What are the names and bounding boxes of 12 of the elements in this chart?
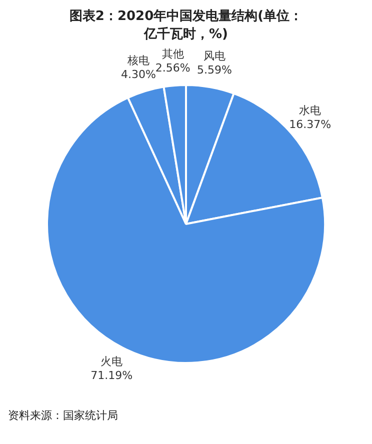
data-label: 71.19%: [90, 368, 133, 382]
data-label: 5.59%: [197, 63, 232, 76]
slice-label: 火电: [100, 354, 123, 368]
slice-label: 其他: [162, 47, 184, 60]
slice-label: 水电: [299, 104, 322, 118]
chart-title: 图表2：2020年中国发电量结构(单位：亿千瓦时，%): [68, 8, 304, 44]
data-label: 16.37%: [289, 118, 332, 132]
slice-label: 风电: [203, 49, 226, 62]
data-label: 4.30%: [120, 68, 156, 81]
text: 资料来源：国家统计局: [8, 408, 119, 423]
slice-label: 核电: [126, 54, 150, 67]
data-label: 2.56%: [155, 61, 190, 74]
